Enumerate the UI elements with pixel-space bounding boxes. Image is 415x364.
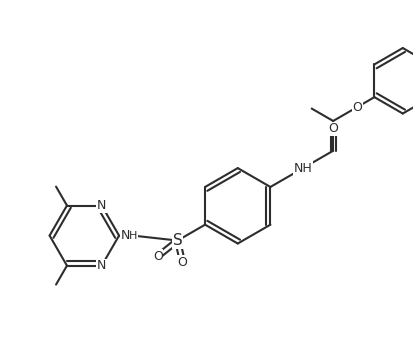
Text: S: S (173, 233, 183, 248)
Text: H: H (129, 230, 137, 241)
Text: N: N (97, 199, 106, 212)
Text: N: N (97, 259, 106, 272)
Text: N: N (120, 229, 130, 242)
Text: O: O (328, 122, 338, 135)
Text: O: O (153, 250, 163, 263)
Text: O: O (178, 256, 188, 269)
Text: NH: NH (294, 162, 312, 175)
Text: O: O (352, 100, 362, 114)
